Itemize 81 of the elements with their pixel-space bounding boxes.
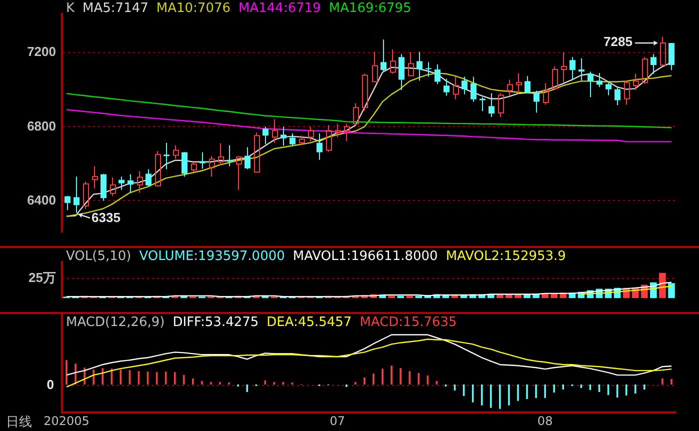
candlestick: [588, 71, 594, 98]
candlestick: [578, 58, 584, 82]
candlestick: [236, 156, 242, 190]
candlestick: [606, 82, 612, 96]
candlestick: [244, 146, 250, 170]
candlestick: [434, 64, 440, 85]
chart-title: MACD(12,26,9): [66, 315, 165, 330]
candlestick: [668, 42, 674, 71]
candlestick: [92, 166, 98, 189]
y-tick-label: 6400: [27, 192, 56, 208]
candlestick: [280, 126, 286, 146]
candlestick: [164, 142, 170, 170]
candlestick: [74, 176, 80, 214]
candlestick: [444, 78, 450, 96]
candlestick: [137, 170, 143, 194]
candlestick: [380, 39, 386, 72]
text: MACD:15.7635: [360, 315, 457, 330]
annotation: 7285: [604, 34, 632, 49]
candlestick: [408, 52, 414, 76]
x-tick-label: 08: [537, 414, 553, 428]
candlestick: [372, 51, 378, 82]
chart-title: VOL(5,10): [66, 249, 132, 264]
candlestick: [209, 156, 215, 178]
bar: [496, 295, 504, 298]
candlestick: [344, 123, 350, 142]
candlestick: [426, 62, 432, 78]
text: MA169:6795: [328, 1, 412, 16]
text: MAVOL2:152953.9: [446, 249, 566, 264]
bar: [659, 272, 666, 298]
y-tick-label: 25万: [28, 270, 56, 285]
candlestick: [596, 72, 602, 88]
candlestick: [173, 144, 179, 160]
candlestick: [335, 123, 341, 138]
series-label: DEA:45.5457: [266, 315, 352, 330]
candlestick: [100, 173, 106, 202]
candlestick: [128, 174, 134, 194]
text: VOLUME:193597.0000: [139, 249, 285, 264]
candlestick: [516, 72, 522, 94]
candlestick: [462, 76, 468, 95]
candlestick: [398, 54, 404, 91]
candlestick: [524, 76, 530, 94]
candlestick: [561, 52, 567, 84]
text: MA5:7147: [82, 1, 148, 16]
candlestick: [470, 76, 476, 102]
chart-title: K: [66, 1, 75, 16]
candlestick: [64, 195, 70, 210]
text: MAVOL1:196611.8000: [292, 249, 438, 264]
candlestick: [182, 152, 188, 178]
annotation: 6335: [92, 210, 120, 225]
x-axis-title: 日线: [6, 414, 32, 431]
candlestick: [146, 168, 152, 187]
candlestick: [290, 132, 296, 146]
candlestick: [110, 176, 116, 197]
text: MA10:7076: [156, 1, 231, 16]
y-tick-label: 6800: [27, 118, 56, 134]
candlestick: [308, 126, 314, 142]
candlestick: [200, 152, 206, 170]
candlestick: [118, 176, 124, 190]
candlestick: [570, 56, 576, 80]
candlestick: [534, 90, 540, 114]
candlestick: [453, 76, 459, 100]
candlestick: [218, 142, 224, 166]
candlestick: [633, 73, 639, 91]
y-tick-label: 7200: [27, 44, 56, 60]
x-tick-label: 202005: [44, 414, 90, 428]
candlestick: [650, 54, 656, 74]
candlestick: [226, 144, 232, 167]
series-label: DIFF:53.4275: [172, 315, 259, 330]
text: MA144:6719: [238, 1, 321, 16]
candlestick: [316, 132, 322, 160]
x-tick-label: 07: [330, 414, 346, 428]
bar: [668, 283, 675, 298]
candlestick: [416, 51, 422, 82]
candlestick: [543, 82, 549, 106]
candlestick: [262, 126, 268, 145]
text: 0: [46, 376, 54, 392]
candlestick: [507, 79, 513, 96]
candlestick: [390, 49, 396, 74]
candlestick: [488, 92, 494, 118]
candlestick: [614, 86, 620, 106]
candlestick: [272, 118, 278, 144]
